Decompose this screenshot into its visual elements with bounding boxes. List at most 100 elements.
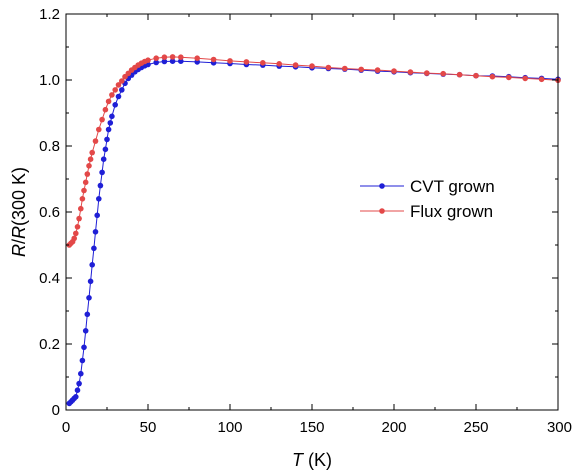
data-point bbox=[292, 62, 299, 68]
data-point bbox=[73, 394, 79, 400]
y-axis-label: R/R(300 K) bbox=[9, 167, 29, 257]
data-point bbox=[89, 149, 95, 156]
data-point bbox=[276, 61, 283, 67]
data-point bbox=[424, 70, 430, 76]
data-point bbox=[105, 98, 112, 105]
data-point bbox=[522, 75, 528, 82]
data-point bbox=[76, 380, 82, 387]
data-point bbox=[506, 74, 512, 81]
data-point bbox=[105, 126, 112, 133]
data-point bbox=[391, 68, 397, 74]
data-point bbox=[407, 69, 414, 75]
data-point bbox=[96, 196, 102, 202]
legend-item-cvt: CVT grown bbox=[360, 177, 495, 196]
data-point bbox=[440, 70, 447, 77]
data-point bbox=[78, 370, 84, 377]
data-point bbox=[81, 344, 87, 351]
data-point bbox=[74, 387, 81, 394]
data-point bbox=[374, 67, 381, 73]
data-point bbox=[79, 357, 86, 364]
data-point bbox=[86, 295, 92, 301]
x-axis-unit: (K) bbox=[303, 450, 332, 470]
series-line-0 bbox=[68, 60, 559, 404]
data-point bbox=[91, 245, 97, 252]
data-point bbox=[473, 72, 479, 79]
y-tick-label: 0 bbox=[52, 402, 60, 419]
data-point bbox=[87, 156, 94, 162]
data-point bbox=[342, 65, 348, 72]
data-point bbox=[178, 54, 184, 60]
data-point bbox=[153, 55, 159, 61]
data-point bbox=[82, 328, 89, 334]
data-point bbox=[243, 59, 250, 65]
data-point bbox=[71, 235, 77, 242]
data-point bbox=[100, 156, 107, 162]
data-point bbox=[87, 278, 94, 285]
data-point bbox=[92, 229, 99, 235]
data-point bbox=[210, 56, 217, 63]
data-point bbox=[107, 120, 114, 126]
series-layer bbox=[66, 54, 561, 407]
data-point bbox=[99, 116, 105, 123]
data-point bbox=[260, 60, 266, 66]
y-tick-label: 0.4 bbox=[39, 270, 60, 287]
legend-marker-cvt bbox=[379, 183, 385, 189]
data-point bbox=[73, 230, 79, 237]
data-point bbox=[161, 54, 168, 60]
data-point bbox=[102, 106, 109, 113]
data-point bbox=[84, 311, 91, 318]
data-point bbox=[84, 171, 91, 177]
data-point bbox=[153, 59, 159, 66]
legend: CVT grown Flux grown bbox=[360, 177, 495, 221]
legend-label-cvt: CVT grown bbox=[410, 177, 495, 196]
data-point bbox=[104, 136, 110, 143]
data-point bbox=[96, 126, 102, 133]
y-tick-label: 0.8 bbox=[39, 138, 60, 155]
legend-item-flux: Flux grown bbox=[360, 202, 493, 221]
data-point bbox=[119, 78, 125, 84]
y-axis-variable: R bbox=[9, 244, 29, 257]
data-point bbox=[74, 224, 81, 230]
data-point bbox=[161, 58, 168, 65]
data-point bbox=[112, 102, 118, 108]
y-axis-variable-2: R bbox=[9, 226, 29, 239]
data-point bbox=[178, 58, 184, 64]
data-point bbox=[538, 76, 545, 83]
data-point bbox=[102, 146, 109, 153]
data-point bbox=[169, 54, 176, 60]
data-point bbox=[119, 87, 125, 93]
data-point bbox=[115, 93, 122, 100]
x-axis-label: T (K) bbox=[292, 450, 332, 470]
data-point bbox=[109, 113, 115, 120]
data-point bbox=[227, 58, 233, 64]
data-point bbox=[194, 55, 200, 61]
y-tick-label: 1.0 bbox=[39, 72, 60, 89]
data-point bbox=[79, 196, 86, 202]
y-tick-label: 0.6 bbox=[39, 204, 60, 221]
y-axis-slash: / bbox=[9, 239, 29, 244]
data-point bbox=[489, 73, 496, 80]
data-point bbox=[82, 179, 89, 186]
tick-labels: 0 50 100 150 200 250 300 0 0.2 0.4 0.6 0.8 1.0 1.2 bbox=[39, 6, 572, 436]
x-tick-label: 150 bbox=[299, 419, 324, 436]
data-point bbox=[115, 82, 122, 88]
data-point bbox=[325, 64, 332, 71]
axis-ticks bbox=[65, 13, 559, 411]
data-point bbox=[76, 215, 82, 222]
data-point bbox=[99, 169, 105, 176]
x-tick-label: 200 bbox=[381, 419, 406, 436]
x-tick-label: 50 bbox=[140, 419, 157, 436]
data-point bbox=[92, 138, 99, 144]
data-point bbox=[89, 262, 95, 268]
data-point bbox=[112, 87, 118, 93]
data-point bbox=[81, 187, 87, 194]
x-axis-variable: T bbox=[292, 450, 305, 470]
y-tick-label: 1.2 bbox=[39, 6, 60, 23]
x-tick-label: 300 bbox=[547, 419, 572, 436]
data-point bbox=[309, 63, 315, 69]
data-point bbox=[86, 163, 92, 169]
y-axis-reference: (300 K) bbox=[9, 167, 29, 226]
x-tick-label: 0 bbox=[62, 419, 70, 436]
data-point bbox=[145, 57, 151, 63]
data-point bbox=[169, 58, 176, 64]
